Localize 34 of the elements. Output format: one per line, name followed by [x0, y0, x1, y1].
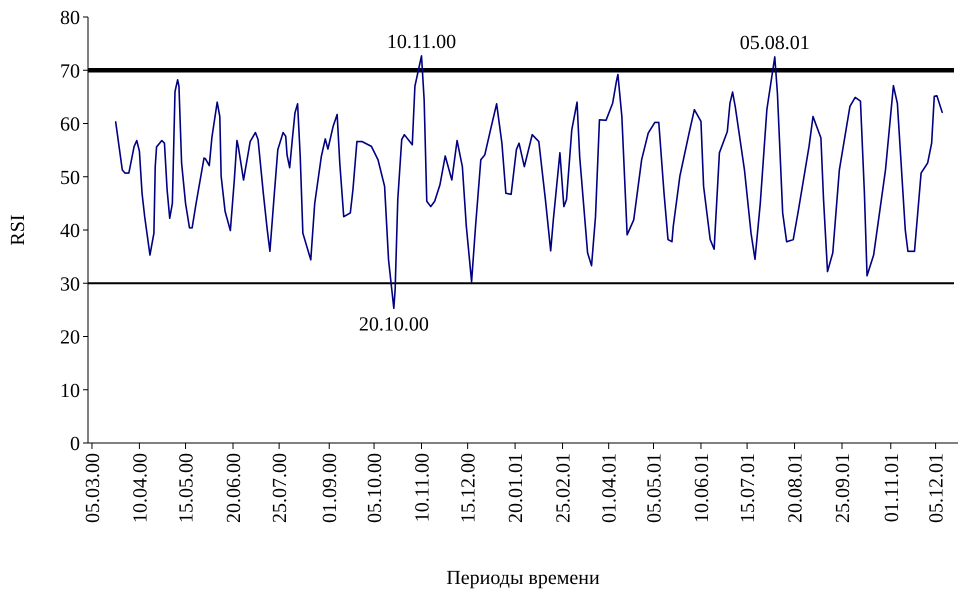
y-tick-label: 40 — [60, 220, 80, 242]
x-tick-label: 25.07.00 — [269, 453, 292, 523]
line-series — [114, 55, 943, 310]
x-tick-label: 05.03.00 — [82, 453, 104, 523]
y-tick-label: 50 — [60, 166, 80, 189]
x-tick-label: 05.10.00 — [364, 453, 386, 523]
x-tick-label: 20.01.01 — [505, 453, 528, 523]
y-axis-title: RSI — [7, 214, 29, 246]
x-tick-label: 10.06.01 — [690, 453, 713, 523]
x-tick-label: 20.08.01 — [784, 453, 807, 523]
y-tick-label: 10 — [60, 380, 80, 402]
y-tick-label: 60 — [60, 114, 80, 136]
y-tick-label: 30 — [60, 273, 80, 296]
x-tick-label: 15.05.00 — [176, 453, 198, 523]
annotation: 05.08.01 — [740, 32, 810, 54]
x-tick-label: 20.06.00 — [223, 453, 245, 523]
x-tick-label: 15.07.01 — [737, 453, 760, 523]
y-tick-label: 0 — [70, 433, 80, 455]
x-tick-label: 01.11.01 — [880, 453, 903, 522]
x-tick-label: 05.12.01 — [926, 453, 948, 523]
x-tick-label: 10.11.00 — [412, 453, 434, 522]
x-tick-label: 01.09.00 — [319, 453, 342, 523]
y-tick-label: 80 — [60, 7, 80, 29]
annotation: 10.11.00 — [386, 30, 456, 53]
x-tick-label: 05.05.01 — [644, 453, 666, 523]
x-tick-label: 25.09.01 — [832, 453, 854, 523]
x-tick-label: 01.04.01 — [598, 453, 621, 523]
x-tick-label: 25.02.01 — [552, 453, 575, 523]
x-axis-title: Периоды времени — [446, 567, 600, 589]
x-tick-label: 10.04.00 — [129, 453, 152, 523]
annotation: 20.10.00 — [358, 313, 429, 336]
x-tick-label: 15.12.00 — [458, 453, 480, 523]
y-tick-label: 70 — [60, 60, 80, 82]
y-tick-label: 20 — [60, 326, 80, 348]
